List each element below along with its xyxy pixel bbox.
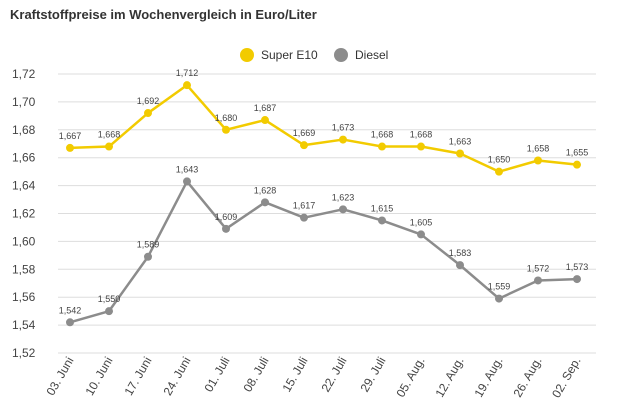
y-tick-label: 1,58 (12, 262, 36, 276)
data-point-diesel (261, 198, 269, 207)
data-point-diesel (66, 318, 74, 327)
data-label-diesel: 1,589 (137, 240, 160, 250)
data-point-super-e10 (573, 160, 581, 169)
y-tick-label: 1,62 (12, 207, 36, 221)
data-point-diesel (144, 252, 152, 261)
data-label-super-e10: 1,669 (293, 128, 316, 138)
data-label-diesel: 1,643 (176, 164, 199, 174)
x-tick-label: 03. Juni (43, 355, 76, 398)
data-label-super-e10: 1,655 (566, 148, 589, 158)
y-tick-label: 1,70 (12, 95, 36, 109)
x-tick-label: 22. Juli (318, 355, 349, 395)
x-tick-label: 02. Sep. (549, 355, 583, 401)
x-tick-label: 12. Aug. (432, 355, 466, 400)
data-label-diesel: 1,605 (410, 217, 433, 227)
data-point-super-e10 (144, 109, 152, 118)
chart-title: Kraftstoffpreise im Wochenvergleich in E… (10, 7, 317, 22)
data-label-super-e10: 1,680 (215, 113, 238, 123)
data-point-diesel (105, 307, 113, 316)
x-tick-label: 05. Aug. (393, 355, 427, 400)
data-point-super-e10 (378, 142, 386, 151)
y-tick-label: 1,68 (12, 123, 36, 137)
data-point-diesel (573, 275, 581, 284)
x-tick-label: 24. Juni (160, 355, 193, 398)
data-label-super-e10: 1,668 (98, 130, 121, 140)
data-label-super-e10: 1,658 (527, 143, 550, 153)
data-point-super-e10 (456, 149, 464, 158)
data-label-super-e10: 1,668 (371, 130, 394, 140)
y-tick-label: 1,64 (12, 179, 36, 193)
data-label-super-e10: 1,650 (488, 155, 511, 165)
data-label-diesel: 1,623 (332, 192, 355, 202)
data-label-super-e10: 1,667 (59, 131, 82, 141)
data-label-super-e10: 1,692 (137, 96, 160, 106)
data-label-diesel: 1,542 (59, 305, 82, 315)
data-point-super-e10 (183, 81, 191, 90)
data-point-super-e10 (66, 143, 74, 152)
data-label-super-e10: 1,673 (332, 123, 355, 133)
legend-marker-super (240, 48, 254, 62)
y-tick-label: 1,66 (12, 151, 36, 165)
legend-label-super: Super E10 (261, 48, 318, 62)
data-label-diesel: 1,573 (566, 262, 589, 272)
legend-marker-diesel (334, 48, 348, 62)
data-point-diesel (534, 276, 542, 285)
data-label-diesel: 1,617 (293, 201, 316, 211)
series-line-super-e10 (69, 83, 578, 173)
data-label-super-e10: 1,687 (254, 103, 277, 113)
x-tick-label: 17. Juni (121, 355, 154, 398)
data-point-diesel (300, 213, 308, 222)
series-line-diesel (69, 180, 578, 324)
data-label-super-e10: 1,668 (410, 130, 433, 140)
data-point-diesel (339, 205, 347, 214)
data-label-diesel: 1,609 (215, 212, 238, 222)
data-point-super-e10 (534, 156, 542, 165)
data-point-super-e10 (222, 125, 230, 134)
data-point-super-e10 (105, 142, 113, 151)
data-point-super-e10 (339, 135, 347, 144)
data-label-super-e10: 1,663 (449, 137, 472, 147)
x-tick-label: 01. Juli (201, 355, 232, 395)
x-tick-label: 08. Juli (240, 355, 271, 395)
data-label-diesel: 1,615 (371, 203, 394, 213)
data-point-super-e10 (495, 167, 503, 176)
y-tick-label: 1,52 (12, 346, 36, 360)
x-tick-label: 15. Juli (279, 355, 310, 395)
data-point-diesel (378, 216, 386, 225)
data-label-super-e10: 1,712 (176, 68, 199, 78)
y-tick-label: 1,54 (12, 318, 36, 332)
y-tick-label: 1,60 (12, 234, 36, 248)
data-point-diesel (183, 177, 191, 186)
data-point-super-e10 (261, 116, 269, 125)
data-point-super-e10 (300, 141, 308, 150)
data-point-diesel (417, 230, 425, 239)
legend-label-diesel: Diesel (355, 48, 388, 62)
y-tick-label: 1,72 (12, 67, 36, 81)
data-label-diesel: 1,583 (449, 248, 472, 258)
x-tick-label: 26. Aug. (510, 355, 544, 400)
x-tick-label: 29. Juli (357, 355, 388, 395)
data-label-diesel: 1,628 (254, 185, 277, 195)
y-tick-label: 1,56 (12, 290, 36, 304)
data-point-diesel (222, 224, 230, 233)
data-label-diesel: 1,559 (488, 282, 511, 292)
x-tick-label: 10. Juni (82, 355, 115, 398)
data-point-diesel (495, 294, 503, 303)
x-tick-label: 19. Aug. (471, 355, 505, 400)
data-label-diesel: 1,572 (527, 263, 550, 273)
data-point-diesel (456, 261, 464, 270)
data-label-diesel: 1,550 (98, 294, 121, 304)
data-point-super-e10 (417, 142, 425, 151)
